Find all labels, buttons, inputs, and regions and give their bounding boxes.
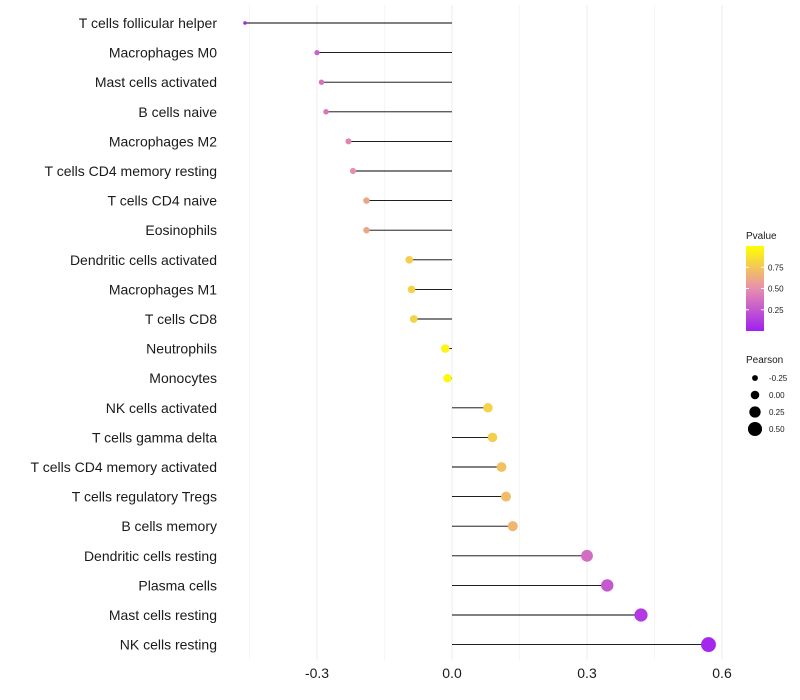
category-label: T cells CD4 memory activated [31, 459, 217, 475]
y-axis-labels: T cells follicular helper Macrophages M0 M… [31, 15, 218, 653]
category-label: T cells CD4 naive [108, 193, 218, 209]
lollipop-dots [243, 21, 716, 653]
category-label: Mast cells resting [109, 607, 217, 623]
category-label: Eosinophils [145, 222, 217, 238]
size-legend-dot [747, 421, 763, 437]
data-point [601, 579, 614, 592]
category-label: T cells CD4 memory resting [45, 163, 217, 179]
category-label: Neutrophils [146, 341, 217, 357]
category-label: B cells memory [121, 518, 217, 534]
pearson-legend-title: Pearson [746, 355, 783, 366]
category-label: T cells follicular helper [79, 15, 218, 31]
data-point [634, 608, 648, 622]
size-legend-dot [749, 406, 761, 418]
x-tick-label: 0.3 [577, 665, 597, 681]
data-point [314, 49, 320, 56]
category-label: Mast cells activated [95, 74, 217, 90]
data-point [363, 197, 370, 204]
data-point [363, 226, 370, 234]
data-point [345, 138, 352, 145]
category-label: Dendritic cells resting [84, 548, 217, 564]
category-label: T cells CD8 [145, 311, 217, 327]
colorbar-tick-label: 0.75 [768, 263, 784, 272]
data-point [349, 167, 357, 175]
data-point [501, 491, 511, 502]
data-point [407, 285, 416, 294]
category-label: T cells regulatory Tregs [72, 489, 217, 505]
category-label: Plasma cells [138, 577, 217, 593]
data-point [496, 462, 507, 472]
data-point [483, 403, 493, 413]
x-tick-label: 0.6 [712, 665, 732, 681]
x-axis-ticks: -0.3 0.0 0.3 0.6 [305, 665, 732, 681]
category-label: NK cells activated [106, 400, 217, 416]
data-point [507, 521, 518, 532]
size-legend-label: 0.00 [769, 391, 785, 400]
data-point [318, 79, 325, 85]
pvalue-legend: Pvalue 0.25 0.50 0.75 [746, 231, 784, 331]
category-label: Macrophages M1 [109, 281, 217, 297]
data-point [405, 256, 414, 264]
data-point [243, 21, 247, 25]
pvalue-colorbar [746, 246, 764, 331]
category-label: T cells gamma delta [92, 429, 217, 445]
size-legend-label: -0.25 [769, 374, 788, 383]
data-point [443, 373, 452, 383]
lollipop-stems [245, 22, 709, 646]
data-point [409, 315, 418, 323]
grid-lines [249, 5, 723, 660]
x-tick-label: -0.3 [305, 665, 329, 681]
category-label: B cells naive [138, 104, 217, 120]
category-label: NK cells resting [120, 637, 217, 653]
size-legend-label: 0.25 [769, 408, 785, 417]
category-label: Macrophages M2 [109, 133, 217, 149]
size-legend-dot [752, 375, 758, 381]
data-point [487, 432, 498, 443]
pearson-legend: Pearson -0.25 0.00 0.25 0.50 [746, 355, 788, 437]
pvalue-legend-title: Pvalue [746, 231, 777, 242]
data-point [323, 109, 329, 115]
category-label: Monocytes [149, 370, 217, 386]
category-label: Dendritic cells activated [70, 252, 217, 268]
size-legend-label: 0.50 [769, 425, 785, 434]
size-legend-dot [750, 390, 760, 400]
data-point [701, 637, 716, 653]
category-label: Macrophages M0 [109, 45, 217, 61]
colorbar-tick-label: 0.25 [768, 306, 784, 315]
data-point [441, 344, 450, 353]
colorbar-tick-label: 0.50 [768, 285, 784, 294]
data-point [581, 549, 593, 562]
x-tick-label: 0.0 [442, 665, 462, 681]
